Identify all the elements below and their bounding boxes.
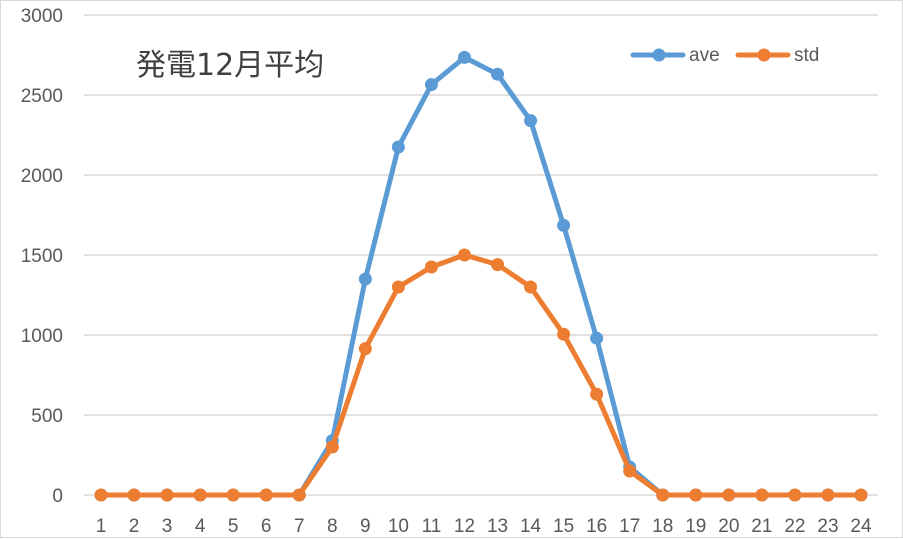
- y-tick-label: 500: [31, 406, 63, 427]
- data-series: [94, 50, 868, 502]
- x-tick-label: 20: [718, 516, 739, 537]
- data-point: [391, 280, 405, 294]
- y-tick-label: 1500: [21, 246, 63, 267]
- series-line: [98, 54, 864, 498]
- legend-item-std: std: [735, 45, 819, 66]
- x-tick-label: 13: [487, 516, 508, 537]
- data-point: [457, 50, 471, 64]
- legend-label: ave: [689, 45, 720, 66]
- x-tick-label: 22: [784, 516, 805, 537]
- data-point: [656, 488, 670, 502]
- data-point: [292, 488, 306, 502]
- data-point: [524, 114, 538, 128]
- data-point: [94, 488, 108, 502]
- data-point: [358, 342, 372, 356]
- series-line: [98, 252, 864, 498]
- data-point: [127, 488, 141, 502]
- y-tick-label: 0: [52, 486, 63, 507]
- x-tick-label: 8: [327, 516, 338, 537]
- y-axis-labels: 0 500 1000 1500 2000 2500 3000: [21, 6, 63, 507]
- x-tick-label: 23: [817, 516, 838, 537]
- x-tick-label: 1: [96, 516, 107, 537]
- x-tick-label: 18: [652, 516, 673, 537]
- data-point: [491, 67, 505, 81]
- data-point: [821, 488, 835, 502]
- x-tick-label: 10: [388, 516, 409, 537]
- x-tick-label: 16: [586, 516, 607, 537]
- legend: ave std: [630, 45, 819, 66]
- x-tick-label: 7: [294, 516, 305, 537]
- x-tick-label: 14: [520, 516, 542, 537]
- y-tick-label: 2500: [21, 86, 63, 107]
- data-point: [557, 218, 571, 232]
- x-tick-label: 17: [619, 516, 640, 537]
- legend-item-ave: ave: [630, 45, 720, 66]
- x-tick-label: 24: [850, 516, 872, 537]
- x-tick-label: 3: [162, 516, 173, 537]
- x-tick-label: 6: [261, 516, 272, 537]
- x-tick-label: 21: [751, 516, 772, 537]
- data-point: [524, 280, 538, 294]
- data-point: [226, 488, 240, 502]
- x-axis-labels: 1 2 3 4 5 6 7 8 9 10 11 12 13 14 15 16 17 18 19 20 21 22 23 24: [96, 516, 872, 537]
- x-tick-label: 9: [360, 516, 371, 537]
- data-point: [358, 272, 372, 286]
- legend-label: std: [794, 45, 819, 66]
- y-tick-label: 1000: [21, 326, 63, 347]
- data-point: [590, 387, 604, 401]
- data-point: [391, 140, 405, 154]
- x-tick-label: 2: [129, 516, 140, 537]
- data-point: [193, 488, 207, 502]
- data-point: [491, 258, 505, 272]
- series-std: [94, 248, 868, 502]
- data-point: [722, 488, 736, 502]
- data-point: [160, 488, 174, 502]
- y-tick-label: 3000: [21, 6, 63, 27]
- x-tick-label: 4: [195, 516, 206, 537]
- data-point: [424, 260, 438, 274]
- x-tick-label: 5: [228, 516, 239, 537]
- data-point: [755, 488, 769, 502]
- chart-title: 発電12月平均: [136, 48, 324, 83]
- data-point: [259, 488, 273, 502]
- data-point: [557, 327, 571, 341]
- data-point: [590, 331, 604, 345]
- data-point: [457, 248, 471, 262]
- x-tick-label: 12: [454, 516, 475, 537]
- y-tick-label: 2000: [21, 166, 63, 187]
- data-point: [689, 488, 703, 502]
- legend-marker-icon: [757, 48, 771, 62]
- data-point: [424, 78, 438, 92]
- gridlines: [84, 14, 878, 496]
- data-point: [788, 488, 802, 502]
- x-tick-label: 19: [685, 516, 706, 537]
- data-point: [325, 440, 339, 454]
- x-tick-label: 15: [553, 516, 574, 537]
- data-point: [854, 488, 868, 502]
- legend-marker-icon: [652, 48, 666, 62]
- series-ave: [94, 50, 868, 502]
- x-tick-label: 11: [422, 516, 442, 537]
- data-point: [623, 464, 637, 478]
